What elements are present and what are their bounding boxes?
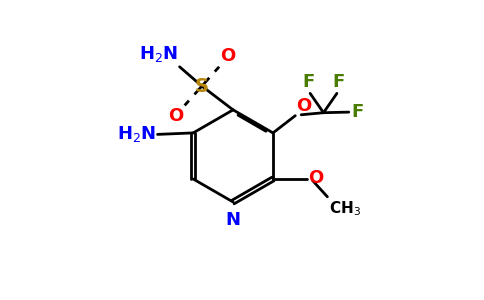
Text: CH$_3$: CH$_3$ bbox=[329, 200, 361, 218]
Text: O: O bbox=[296, 97, 311, 115]
Text: O: O bbox=[168, 107, 183, 125]
Text: N: N bbox=[226, 211, 241, 229]
Text: O: O bbox=[221, 47, 236, 65]
Text: F: F bbox=[351, 103, 363, 121]
Text: H$_2$N: H$_2$N bbox=[117, 124, 156, 143]
Text: S: S bbox=[195, 76, 209, 96]
Text: H$_2$N: H$_2$N bbox=[139, 44, 178, 64]
Text: F: F bbox=[302, 73, 315, 91]
Text: O: O bbox=[308, 169, 323, 187]
Text: F: F bbox=[332, 73, 345, 91]
